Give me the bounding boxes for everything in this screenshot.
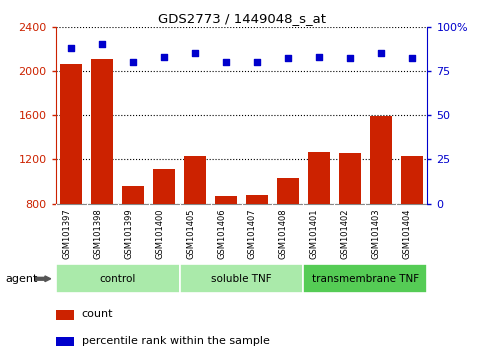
Bar bbox=[153, 169, 175, 204]
Text: GSM101404: GSM101404 bbox=[403, 209, 412, 259]
Bar bbox=[184, 156, 206, 204]
Text: agent: agent bbox=[6, 274, 38, 284]
Text: control: control bbox=[99, 274, 136, 284]
Text: percentile rank within the sample: percentile rank within the sample bbox=[82, 336, 270, 346]
Bar bbox=[60, 64, 82, 204]
Text: GSM101405: GSM101405 bbox=[186, 209, 195, 259]
Point bbox=[377, 50, 385, 56]
Text: GSM101401: GSM101401 bbox=[310, 209, 319, 259]
Point bbox=[129, 59, 137, 65]
Point bbox=[284, 56, 292, 61]
Bar bbox=[246, 195, 268, 204]
Point bbox=[160, 54, 168, 59]
Text: GSM101403: GSM101403 bbox=[372, 209, 381, 259]
Bar bbox=[339, 153, 361, 204]
Text: GSM101399: GSM101399 bbox=[124, 209, 133, 259]
Bar bbox=[308, 152, 330, 204]
Text: GSM101400: GSM101400 bbox=[155, 209, 164, 259]
Point bbox=[191, 50, 199, 56]
Text: GDS2773 / 1449048_s_at: GDS2773 / 1449048_s_at bbox=[157, 12, 326, 25]
Bar bbox=[215, 196, 237, 204]
Bar bbox=[56, 337, 74, 346]
Point bbox=[67, 45, 75, 51]
Bar bbox=[370, 116, 392, 204]
Point bbox=[408, 56, 416, 61]
Text: GSM101398: GSM101398 bbox=[93, 209, 102, 259]
Text: GSM101407: GSM101407 bbox=[248, 209, 257, 259]
Point bbox=[222, 59, 230, 65]
Bar bbox=[401, 156, 423, 204]
Point bbox=[346, 56, 354, 61]
Text: transmembrane TNF: transmembrane TNF bbox=[312, 274, 419, 284]
Point bbox=[253, 59, 261, 65]
Bar bbox=[122, 186, 144, 204]
Bar bbox=[56, 264, 180, 293]
Text: GSM101408: GSM101408 bbox=[279, 209, 288, 259]
Point bbox=[315, 54, 323, 59]
Text: GSM101397: GSM101397 bbox=[62, 209, 71, 259]
Bar bbox=[277, 178, 299, 204]
Text: GSM101406: GSM101406 bbox=[217, 209, 226, 259]
Text: soluble TNF: soluble TNF bbox=[211, 274, 272, 284]
Text: count: count bbox=[82, 309, 113, 319]
Bar bbox=[91, 59, 113, 204]
Bar bbox=[303, 264, 427, 293]
Text: GSM101402: GSM101402 bbox=[341, 209, 350, 259]
Bar bbox=[56, 310, 74, 320]
Point bbox=[98, 41, 106, 47]
Bar bbox=[180, 264, 303, 293]
